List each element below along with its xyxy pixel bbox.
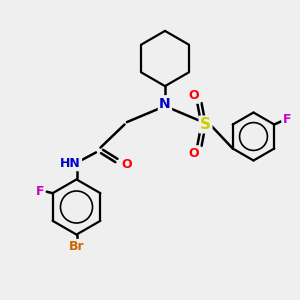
Text: HN: HN [60,157,81,170]
Text: S: S [200,117,211,132]
Text: F: F [283,113,291,127]
Text: O: O [189,89,200,103]
Text: F: F [36,185,44,198]
Text: O: O [121,158,132,172]
Text: N: N [159,97,171,110]
Text: Br: Br [69,240,84,253]
Text: O: O [189,146,200,160]
